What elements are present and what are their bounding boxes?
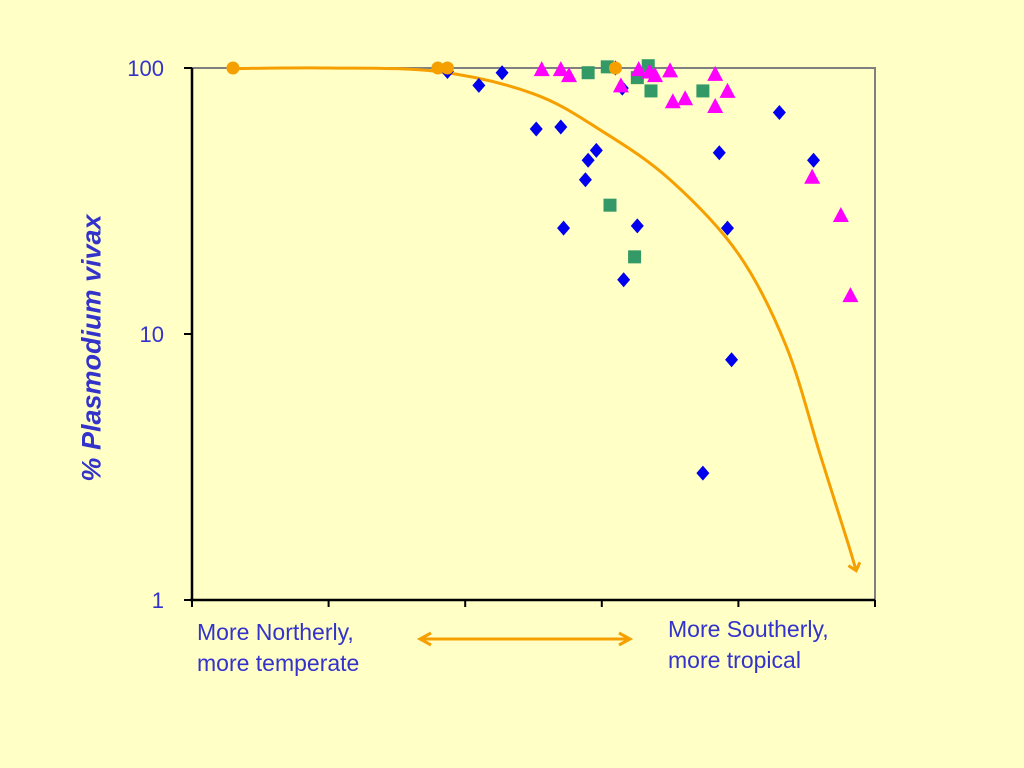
triangle-point xyxy=(662,62,679,78)
diamond-point xyxy=(578,172,592,188)
data-points xyxy=(226,59,859,481)
diamond-point xyxy=(725,352,739,368)
axes: 1 10 100 xyxy=(127,56,876,613)
diamond-point xyxy=(696,465,710,481)
triangle-point xyxy=(719,82,736,98)
triangle-point xyxy=(804,168,821,184)
diamond-point xyxy=(712,145,726,161)
y-tick-label: 10 xyxy=(140,322,164,347)
range-arrow-left-head xyxy=(416,631,432,647)
diamond-point xyxy=(495,65,509,81)
diamond-point xyxy=(772,105,786,121)
square-point xyxy=(644,84,658,98)
x-annotation-left: More Northerly, more temperate xyxy=(197,617,359,679)
range-arrow-right-head xyxy=(618,631,634,647)
triangle-point xyxy=(677,90,694,106)
x-annotation-right: More Southerly, more tropical xyxy=(668,614,829,676)
x-annotation-right-line2: more tropical xyxy=(668,647,801,673)
diamond-point xyxy=(529,121,543,137)
triangle-point xyxy=(561,67,578,83)
triangle-point xyxy=(707,97,724,113)
circle-point xyxy=(431,61,445,75)
square-point xyxy=(581,66,595,80)
triangle-point xyxy=(552,61,569,77)
range-arrow xyxy=(416,631,634,647)
x-annotation-right-line1: More Southerly, xyxy=(668,616,829,642)
triangle-point xyxy=(842,287,859,303)
triangle-point xyxy=(647,67,664,83)
square-point xyxy=(696,84,710,98)
circle-point xyxy=(608,61,622,75)
triangle-point xyxy=(630,61,647,77)
trend-line xyxy=(232,66,856,570)
diamond-point xyxy=(472,77,486,93)
x-annotation-left-line2: more temperate xyxy=(197,650,360,676)
diamond-point xyxy=(554,119,568,135)
triangle-point xyxy=(832,207,849,223)
plot-area xyxy=(191,67,876,601)
triangle-point xyxy=(707,65,724,81)
y-tick-label: 100 xyxy=(127,56,164,81)
diamond-point xyxy=(581,152,595,168)
x-annotation-left-line1: More Northerly, xyxy=(197,619,354,645)
triangle-point xyxy=(612,77,629,93)
diamond-point xyxy=(807,152,821,168)
circle-point xyxy=(226,61,240,75)
square-point xyxy=(628,250,642,264)
triangle-point xyxy=(533,61,550,77)
diamond-point xyxy=(557,220,571,236)
y-tick-label: 1 xyxy=(152,588,164,613)
diamond-point xyxy=(720,220,734,236)
diamond-point xyxy=(589,142,603,158)
triangle-point xyxy=(664,93,681,109)
square-point xyxy=(603,198,617,212)
diamond-point xyxy=(630,218,644,234)
trend-curve xyxy=(232,66,856,570)
diamond-point xyxy=(617,272,631,288)
y-axis-label: % Plasmodium vivax xyxy=(76,214,107,482)
circle-point xyxy=(440,61,454,75)
